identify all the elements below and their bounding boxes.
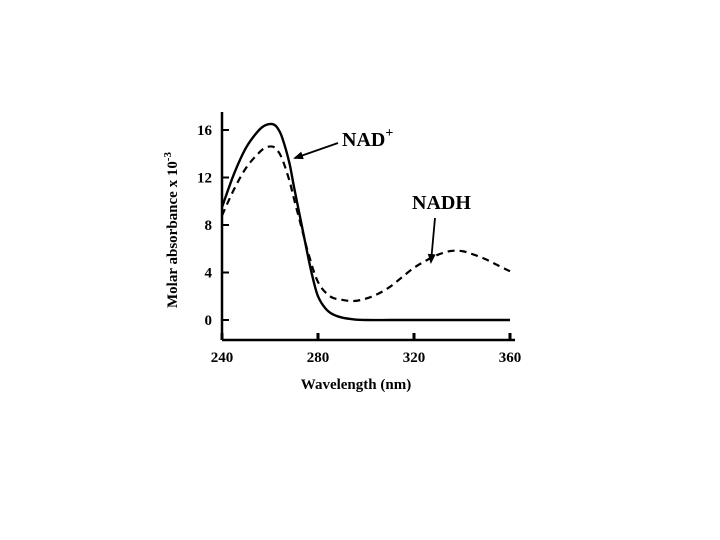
x-axis-title: Wavelength (nm) bbox=[301, 377, 411, 393]
y-axis-label-exponent: -3 bbox=[162, 152, 174, 162]
x-tick-label: 360 bbox=[499, 350, 522, 366]
plot-area: 0 4 8 12 16 240 280 320 360 bbox=[197, 112, 521, 366]
y-tick-label: 12 bbox=[197, 171, 212, 187]
y-tick-label: 8 bbox=[205, 218, 213, 234]
x-tick-label: 280 bbox=[307, 350, 330, 366]
nad-arrow bbox=[293, 142, 339, 160]
series-lines bbox=[220, 122, 511, 322]
y-axis-label-text: Molar absorbance x 10 bbox=[165, 161, 181, 308]
nad-label-text: NAD bbox=[342, 129, 385, 151]
svg-text:NAD+: NAD+ bbox=[342, 126, 393, 151]
nadh-arrow bbox=[427, 217, 436, 264]
y-tick-label: 16 bbox=[197, 123, 213, 139]
y-tick-label: 0 bbox=[205, 313, 213, 329]
nadh-label: NADH bbox=[412, 192, 471, 214]
x-tick-label: 320 bbox=[403, 350, 426, 366]
y-axis-title: Molar absorbance x 10-3 bbox=[162, 152, 181, 308]
x-ticks: 240 280 320 360 bbox=[211, 333, 522, 366]
nad-label: NAD+ bbox=[342, 126, 393, 151]
y-tick-label: 4 bbox=[205, 266, 213, 282]
nad-label-superscript: + bbox=[385, 126, 393, 141]
y-ticks: 0 4 8 12 16 bbox=[197, 123, 229, 329]
x-tick-label: 240 bbox=[211, 350, 234, 366]
svg-text:Molar absorbance x 10-3: Molar absorbance x 10-3 bbox=[162, 152, 181, 308]
series-line-nadh bbox=[220, 145, 511, 303]
series-line-nad bbox=[220, 122, 510, 322]
